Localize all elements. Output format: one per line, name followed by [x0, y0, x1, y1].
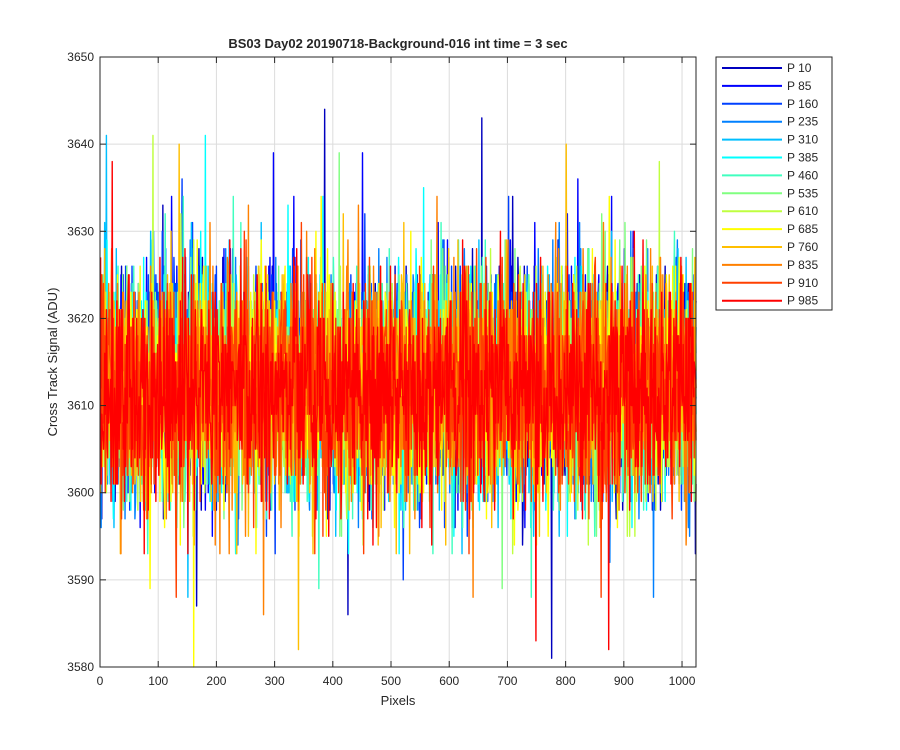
- x-tick-label: 300: [265, 674, 285, 688]
- x-tick-label: 700: [497, 674, 517, 688]
- legend-box: [715, 56, 833, 311]
- legend-label-p-85: P 85: [787, 79, 812, 93]
- x-axis-label: Pixels: [381, 693, 416, 708]
- y-tick-label: 3590: [67, 573, 94, 587]
- x-tick-label: 500: [381, 674, 401, 688]
- x-tick-label: 900: [614, 674, 634, 688]
- series-line-p-985: [99, 160, 697, 651]
- y-axis-label: Cross Track Signal (ADU): [45, 288, 60, 437]
- legend-label-p-10: P 10: [787, 61, 812, 75]
- x-tick-label: 200: [206, 674, 226, 688]
- legend-label-p-535: P 535: [787, 186, 818, 200]
- legend-label-p-985: P 985: [787, 294, 818, 308]
- legend-label-p-460: P 460: [787, 168, 818, 182]
- x-tick-label: 1000: [669, 674, 696, 688]
- legend-label-p-385: P 385: [787, 151, 818, 165]
- series-lines: [99, 108, 697, 668]
- legend-label-p-835: P 835: [787, 258, 818, 272]
- legend-label-p-685: P 685: [787, 222, 818, 236]
- legend-label-p-610: P 610: [787, 204, 818, 218]
- y-tick-label: 3610: [67, 399, 94, 413]
- plot-frame: [99, 56, 697, 668]
- series-line-p-910: [100, 221, 697, 598]
- axis-ticks: 0 100 200 300 400 500 600 700 800 900 1000 3580 3590…: [67, 50, 696, 688]
- x-tick-label: 400: [323, 674, 343, 688]
- y-tick-label: 3650: [67, 50, 94, 64]
- x-tick-label: 100: [148, 674, 168, 688]
- x-tick-label: 600: [439, 674, 459, 688]
- y-tick-label: 3620: [67, 311, 94, 325]
- legend: P 10 P 85 P 160 P 235 P 310 P 385 P 460 P 535 P …: [715, 56, 833, 311]
- x-tick-label: 0: [97, 674, 104, 688]
- y-tick-label: 3630: [67, 224, 94, 238]
- y-tick-label: 3580: [67, 660, 94, 674]
- legend-label-p-760: P 760: [787, 240, 818, 254]
- legend-label-p-910: P 910: [787, 276, 818, 290]
- y-tick-label: 3600: [67, 486, 94, 500]
- legend-label-p-160: P 160: [787, 97, 818, 111]
- x-tick-label: 800: [556, 674, 576, 688]
- y-tick-label: 3640: [67, 137, 94, 151]
- legend-label-p-310: P 310: [787, 133, 818, 147]
- legend-label-p-235: P 235: [787, 115, 818, 129]
- legend-entries: P 10 P 85 P 160 P 235 P 310 P 385 P 460 P 535 P …: [722, 61, 818, 308]
- chart-title: BS03 Day02 20190718-Background-016 int t…: [228, 36, 567, 51]
